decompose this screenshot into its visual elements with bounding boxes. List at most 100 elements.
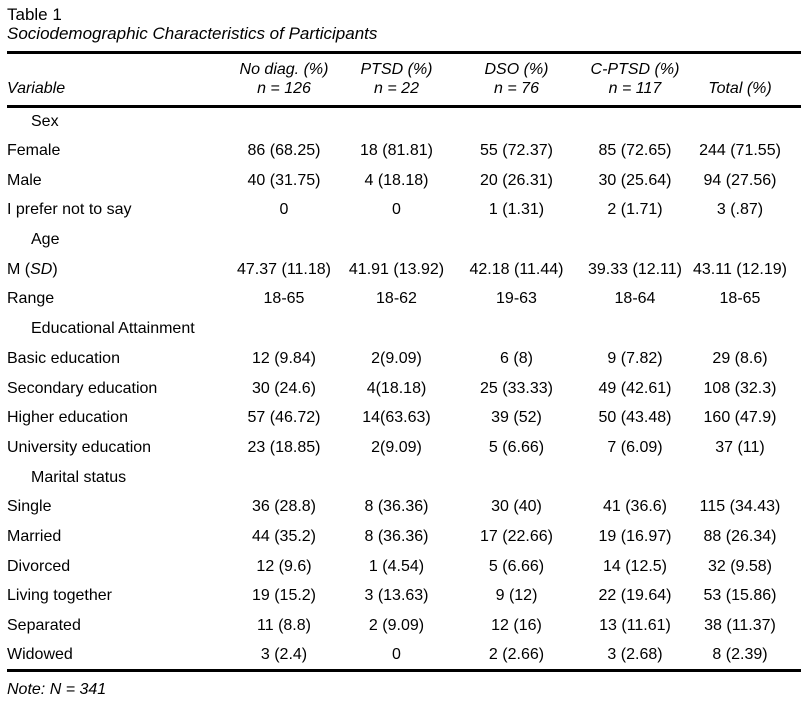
section-label: Age	[31, 231, 60, 249]
row-label: Female	[7, 142, 61, 160]
cell-value: 19-63	[496, 290, 537, 308]
cell-value: 1 (1.31)	[488, 201, 545, 219]
col-header-line2: n = 117	[608, 80, 662, 97]
cell-value: 9 (12)	[495, 587, 538, 605]
cell-value: 55 (72.37)	[480, 142, 553, 160]
cell-value: 8 (2.39)	[712, 645, 768, 663]
cell-value: 8 (36.36)	[364, 498, 429, 516]
table-note: Note: N = 341	[7, 681, 107, 699]
cell-value: 18-62	[376, 290, 417, 308]
cell-value: 115 (34.43)	[699, 498, 781, 516]
sociodemographic-table: Variable No diag. (%) n = 126 PTSD (%) n…	[7, 51, 801, 672]
cell-value: 39 (52)	[491, 409, 542, 427]
cell-value: 3 (13.63)	[364, 587, 429, 605]
row-label: Male	[7, 171, 42, 189]
cell-value: 17 (22.66)	[480, 527, 553, 545]
row-label: Higher education	[7, 409, 128, 427]
col-header-no-diag: No diag. (%) n = 126	[229, 53, 339, 107]
section-label: Sex	[31, 113, 59, 131]
cell-value: 18-65	[263, 290, 305, 308]
cell-value: 0	[392, 645, 401, 663]
col-header-dso: DSO (%) n = 76	[454, 53, 579, 107]
cell-value: 5 (6.66)	[488, 557, 545, 575]
cell-value: 30 (25.64)	[598, 171, 672, 189]
cell-value: 2(9.09)	[371, 349, 422, 367]
table-body: Sex Female 86 (68.25) 18 (81.81) 55 (72.…	[7, 107, 801, 671]
row-label: Living together	[7, 587, 112, 605]
cell-value: 3 (.87)	[716, 201, 764, 219]
cell-value: 23 (18.85)	[247, 438, 321, 456]
table-row: Widowed 3 (2.4) 0 2 (2.66) 3 (2.68) 8 (2…	[7, 641, 801, 671]
cell-value: 43.11 (12.19)	[693, 260, 787, 278]
cell-value: 47.37 (11.18)	[237, 260, 331, 278]
table-row: Basic education 12 (9.84) 2(9.09) 6 (8) …	[7, 344, 801, 374]
col-header-variable: Variable	[7, 53, 229, 107]
row-label: Secondary education	[7, 379, 158, 397]
cell-value: 5 (6.66)	[488, 438, 545, 456]
cell-value: 32 (9.58)	[707, 557, 773, 575]
cell-value: 88 (26.34)	[703, 527, 777, 545]
row-label: Separated	[7, 617, 81, 635]
cell-value: 9 (7.82)	[607, 349, 663, 367]
row-label: I prefer not to say	[7, 201, 132, 219]
cell-value: 40 (31.75)	[247, 171, 321, 189]
row-label: M (SD)	[7, 260, 58, 278]
cell-value: 44 (35.2)	[251, 527, 317, 545]
cell-value: 160 (47.9)	[703, 409, 777, 427]
table-caption: Table 1 Sociodemographic Characteristics…	[7, 5, 806, 43]
row-label: Range	[7, 290, 55, 308]
section-label: Educational Attainment	[31, 320, 195, 338]
cell-value: 30 (40)	[491, 498, 542, 516]
cell-value: 2(9.09)	[371, 438, 422, 456]
col-header-total: Total (%)	[691, 53, 801, 107]
cell-value: 12 (16)	[491, 617, 542, 635]
table-title: Sociodemographic Characteristics of Part…	[7, 24, 378, 43]
col-header-c-ptsd: C-PTSD (%) n = 117	[579, 53, 691, 107]
table-section-row: Sex	[7, 107, 801, 137]
col-header-line2: Variable	[7, 80, 66, 97]
cell-value: 39.33 (12.11)	[588, 260, 682, 278]
cell-value: 19 (15.2)	[251, 587, 317, 605]
table-row: University education 23 (18.85) 2(9.09) …	[7, 433, 801, 463]
row-label: Single	[7, 498, 52, 516]
cell-value: 7 (6.09)	[607, 438, 663, 456]
table-row: Divorced 12 (9.6) 1 (4.54) 5 (6.66) 14 (…	[7, 552, 801, 582]
cell-value: 3 (2.68)	[607, 645, 663, 663]
cell-value: 94 (27.56)	[703, 171, 777, 189]
table-row: Living together 19 (15.2) 3 (13.63) 9 (1…	[7, 582, 801, 612]
col-header-line2: n = 76	[494, 80, 539, 97]
row-label: Married	[7, 527, 62, 545]
table-row: Married 44 (35.2) 8 (36.36) 17 (22.66) 1…	[7, 522, 801, 552]
cell-value: 6 (8)	[500, 349, 533, 367]
cell-value: 13 (11.61)	[599, 617, 671, 635]
table-section-row: Age	[7, 225, 801, 255]
col-header-line1: DSO (%)	[484, 61, 549, 78]
cell-value: 14(63.63)	[362, 409, 431, 427]
table-row: Male 40 (31.75) 4 (18.18) 20 (26.31) 30 …	[7, 166, 801, 196]
cell-value: 14 (12.5)	[602, 557, 668, 575]
table-row: I prefer not to say 0 0 1 (1.31) 2 (1.71…	[7, 196, 801, 226]
cell-value: 12 (9.6)	[256, 557, 312, 575]
section-label: Marital status	[31, 468, 127, 486]
cell-value: 20 (26.31)	[480, 171, 553, 189]
cell-value: 18-64	[614, 290, 656, 308]
cell-value: 42.18 (11.44)	[469, 260, 564, 278]
table-row: Higher education 57 (46.72) 14(63.63) 39…	[7, 403, 801, 433]
col-header-line1: C-PTSD (%)	[590, 61, 680, 78]
cell-value: 19 (16.97)	[598, 527, 672, 545]
cell-value: 57 (46.72)	[247, 409, 321, 427]
table-row: Single 36 (28.8) 8 (36.36) 30 (40) 41 (3…	[7, 492, 801, 522]
cell-value: 36 (28.8)	[251, 498, 317, 516]
col-header-line2: Total (%)	[708, 80, 772, 97]
cell-value: 41.91 (13.92)	[348, 260, 445, 278]
cell-value: 244 (71.55)	[699, 142, 781, 160]
table-section-row: Marital status	[7, 463, 801, 493]
cell-value: 41 (36.6)	[602, 498, 668, 516]
row-label: Basic education	[7, 349, 120, 367]
cell-value: 11 (8.8)	[257, 617, 311, 635]
cell-value: 0	[279, 201, 289, 219]
col-header-line2: n = 22	[374, 80, 419, 97]
col-header-line1: No diag. (%)	[239, 61, 329, 78]
cell-value: 22 (19.64)	[598, 587, 672, 605]
cell-value: 37 (11)	[715, 438, 765, 456]
